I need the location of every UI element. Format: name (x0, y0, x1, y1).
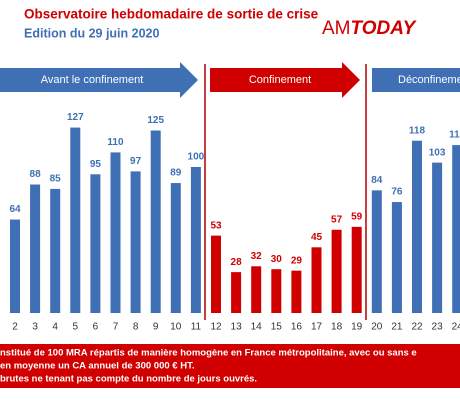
phase-arrow (210, 62, 360, 98)
x-tick-label: 2 (12, 322, 18, 333)
value-label: 28 (231, 257, 243, 268)
value-label: 97 (130, 156, 142, 167)
bar (190, 167, 201, 313)
x-tick-label: 7 (113, 322, 119, 333)
logo-today: TODAY (351, 18, 418, 39)
bar (90, 174, 101, 313)
value-label: 118 (409, 125, 426, 136)
bar (150, 130, 161, 313)
bar (30, 184, 41, 313)
value-label: 103 (429, 147, 446, 158)
bar (10, 219, 20, 313)
bar (211, 235, 221, 313)
x-tick-label: 21 (391, 322, 403, 333)
bar (50, 188, 61, 313)
bar (231, 272, 242, 313)
bar (412, 140, 422, 313)
bar (291, 270, 302, 313)
phase-label: Avant le confinement (41, 74, 144, 86)
bar (251, 266, 262, 313)
value-label: 88 (30, 169, 42, 180)
logo: AMTODAY (322, 18, 418, 39)
value-label: 110 (107, 137, 124, 148)
bar (371, 190, 382, 313)
x-tick-label: 17 (311, 322, 323, 333)
bar (452, 145, 460, 313)
value-label: 115 (449, 130, 460, 141)
value-label: 100 (188, 152, 205, 163)
bar (170, 183, 181, 313)
value-label: 76 (391, 187, 403, 198)
footer-line: nstitué de 100 MRA répartis de manière h… (0, 348, 417, 359)
x-tick-label: 12 (210, 322, 222, 333)
value-label: 45 (311, 232, 323, 243)
title: Observatoire hebdomadaire de sortie de c… (24, 7, 319, 22)
footer-box (0, 344, 460, 388)
phase-label: Déconfineme (398, 74, 460, 86)
footer-line: en moyenne un CA annuel de 300 000 € HT. (0, 361, 194, 372)
x-tick-label: 14 (251, 322, 263, 333)
value-label: 29 (291, 255, 303, 266)
value-label: 95 (90, 159, 102, 170)
value-label: 127 (67, 112, 84, 123)
x-tick-label: 22 (411, 322, 423, 333)
logo-am: AM (322, 18, 351, 39)
x-tick-label: 3 (32, 322, 38, 333)
x-tick-label: 6 (93, 322, 99, 333)
value-label: 32 (251, 251, 263, 262)
phase-arrow (0, 62, 198, 98)
value-label: 59 (351, 212, 363, 223)
x-tick-label: 4 (52, 322, 58, 333)
value-label: 57 (331, 214, 343, 225)
x-tick-label: 18 (331, 322, 343, 333)
x-tick-label: 24 (452, 322, 460, 333)
value-label: 89 (170, 168, 182, 179)
bar (110, 152, 121, 313)
subtitle: Edition du 29 juin 2020 (24, 26, 159, 40)
x-tick-label: 10 (170, 322, 182, 333)
x-tick-label: 15 (271, 322, 283, 333)
x-tick-label: 8 (133, 322, 139, 333)
value-label: 125 (147, 115, 164, 126)
x-tick-label: 20 (371, 322, 383, 333)
x-tick-label: 16 (291, 322, 303, 333)
value-label: 30 (271, 254, 283, 265)
bar (351, 226, 362, 313)
footer-line: brutes ne tenant pas compte du nombre de… (0, 374, 257, 385)
x-tick-label: 13 (231, 322, 243, 333)
x-tick-label: 9 (153, 322, 159, 333)
value-label: 53 (210, 220, 222, 231)
bar (331, 229, 342, 313)
bar (391, 202, 402, 313)
value-label: 85 (50, 174, 62, 185)
phase-label: Confinement (249, 74, 311, 86)
bar (70, 127, 81, 313)
value-label: 84 (371, 175, 383, 186)
bar (130, 171, 141, 313)
x-tick-label: 23 (432, 322, 444, 333)
value-label: 64 (9, 204, 21, 215)
x-tick-label: 5 (73, 322, 79, 333)
x-tick-label: 19 (351, 322, 363, 333)
phase-arrow (372, 68, 460, 92)
x-tick-label: 11 (191, 322, 202, 333)
bar (271, 269, 282, 313)
bar (311, 247, 322, 313)
bar (432, 162, 443, 313)
